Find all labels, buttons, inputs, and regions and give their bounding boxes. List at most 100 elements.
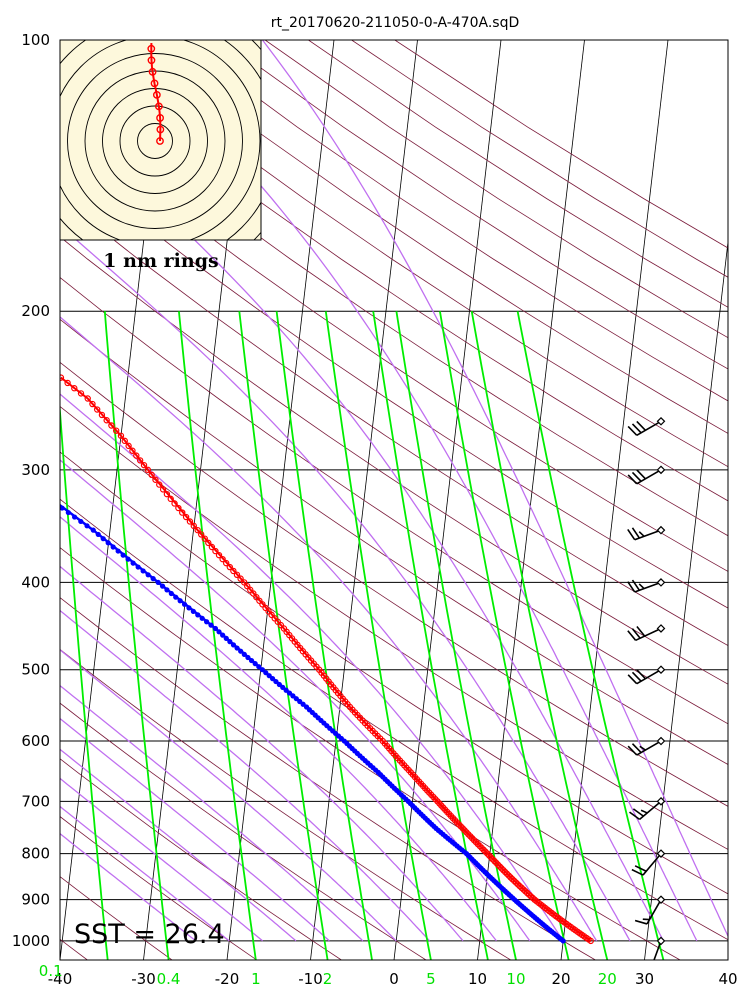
dewpoint-point bbox=[54, 375, 59, 380]
temperature-point bbox=[212, 547, 219, 555]
mixing-ratio-line bbox=[395, 311, 517, 960]
dry-adiabat-line bbox=[60, 876, 173, 960]
dewpoint-point bbox=[25, 377, 30, 382]
temperature-point bbox=[64, 379, 71, 387]
temperature-profile bbox=[60, 374, 594, 945]
temperature-point bbox=[233, 571, 241, 579]
dewpoint-point bbox=[259, 667, 266, 673]
temperature-point bbox=[476, 842, 483, 850]
temperature-point bbox=[186, 518, 194, 525]
mixing-ratio-label: 5 bbox=[426, 970, 436, 988]
pressure-tick-label: 600 bbox=[21, 732, 50, 750]
hodograph-point bbox=[148, 67, 157, 76]
temperature-point bbox=[140, 461, 148, 469]
temperature-point bbox=[237, 575, 244, 582]
dewpoint-point bbox=[168, 590, 174, 597]
hodograph-ring bbox=[137, 123, 173, 159]
wind-barb-flag bbox=[638, 531, 645, 537]
dewpoint-profile bbox=[3, 375, 566, 944]
hodograph-point bbox=[156, 137, 164, 145]
temperature-point bbox=[250, 590, 257, 597]
dry-adiabat-line bbox=[135, 40, 728, 434]
wind-barb-flag bbox=[631, 868, 644, 876]
mixing-ratio-line bbox=[470, 311, 609, 960]
dry-adiabat-line bbox=[60, 48, 728, 502]
wind-barb-flag bbox=[627, 745, 638, 756]
dewpoint-point bbox=[65, 509, 71, 516]
mixing-ratio-label: 0.1 bbox=[39, 962, 63, 980]
dewpoint-point bbox=[248, 657, 255, 664]
wind-barb-flag bbox=[627, 425, 638, 436]
wind-barb-flag bbox=[631, 423, 642, 434]
wind-barb-flag bbox=[631, 743, 642, 754]
temperature-point bbox=[77, 390, 85, 397]
moist-adiabat-line bbox=[60, 393, 564, 942]
wind-barb-flag bbox=[636, 625, 646, 637]
wind-barb-marker bbox=[656, 525, 666, 535]
temperature-point bbox=[125, 442, 132, 450]
dewpoint-point bbox=[286, 690, 293, 696]
wind-barb-flag bbox=[634, 865, 647, 872]
dewpoint-point bbox=[159, 583, 166, 589]
dry-adiabat-line bbox=[92, 40, 728, 468]
mixing-ratio-label: 1 bbox=[251, 970, 261, 988]
dewpoint-point bbox=[35, 487, 40, 492]
dewpoint-point bbox=[203, 619, 210, 625]
temperature-tick-label: 40 bbox=[718, 970, 737, 988]
moist-adiabat-line bbox=[60, 316, 598, 942]
temperature-point bbox=[507, 874, 514, 881]
temperature-point bbox=[516, 882, 523, 890]
temperature-point bbox=[103, 417, 110, 424]
dewpoint-point bbox=[3, 463, 8, 468]
dewpoint-point bbox=[155, 579, 161, 586]
mixing-ratio-labels: 0.1 0.4 1 2 5 10 20 bbox=[39, 962, 617, 988]
mixing-ratio-line bbox=[275, 311, 373, 960]
temperature-point bbox=[89, 400, 96, 408]
hodograph-point bbox=[156, 125, 165, 134]
dewpoint-point bbox=[164, 587, 170, 593]
wind-barb-flag bbox=[640, 809, 648, 814]
moist-adiabat-line bbox=[60, 777, 264, 942]
temperature-point bbox=[253, 593, 260, 601]
temperature-point bbox=[108, 422, 115, 429]
dewpoint-point bbox=[276, 681, 282, 688]
dry-adiabat-line bbox=[60, 361, 728, 807]
wind-barb-marker bbox=[656, 624, 666, 633]
wind-barb-flag bbox=[634, 919, 648, 925]
dewpoint-point bbox=[110, 544, 116, 550]
dewpoint-point bbox=[273, 678, 279, 685]
hodograph-inset bbox=[59, 39, 262, 241]
wind-barb-marker bbox=[656, 465, 666, 475]
temperature-point bbox=[159, 486, 167, 493]
dewpoint-point bbox=[140, 568, 146, 574]
hodograph-ring-label: 1 nm rings bbox=[103, 250, 218, 272]
dewpoint-point bbox=[53, 501, 58, 506]
moist-adiabat-line bbox=[60, 609, 431, 942]
mixing-ratio-line bbox=[103, 311, 170, 960]
dewpoint-point bbox=[41, 492, 46, 497]
dewpoint-point bbox=[10, 467, 15, 472]
temperature-point bbox=[518, 884, 525, 892]
temperature-point bbox=[112, 427, 120, 434]
temperature-point bbox=[522, 888, 529, 895]
wind-barb-flag bbox=[627, 630, 637, 641]
moist-adiabat-line bbox=[60, 565, 464, 942]
dry-adiabat-line bbox=[60, 498, 728, 941]
moist-adiabat-line bbox=[60, 748, 297, 942]
temperature-point bbox=[71, 385, 78, 392]
temperature-point bbox=[93, 406, 101, 413]
temperature-point bbox=[494, 861, 502, 868]
dewpoint-point bbox=[280, 684, 286, 690]
wind-barb-flag bbox=[629, 811, 641, 821]
temperature-point bbox=[117, 432, 125, 439]
mixing-ratio-label: 0.4 bbox=[157, 970, 181, 988]
dewpoint-point bbox=[220, 632, 226, 638]
temperature-point bbox=[505, 872, 512, 879]
wind-barb-marker bbox=[656, 736, 666, 746]
wind-barb-flag bbox=[627, 474, 638, 485]
moist-adiabat-line bbox=[261, 40, 728, 938]
dry-adiabat-line bbox=[394, 40, 728, 249]
dewpoint-point bbox=[263, 670, 269, 676]
wind-barb-flag bbox=[631, 628, 641, 639]
temperature-tick-label: 0 bbox=[389, 970, 399, 988]
